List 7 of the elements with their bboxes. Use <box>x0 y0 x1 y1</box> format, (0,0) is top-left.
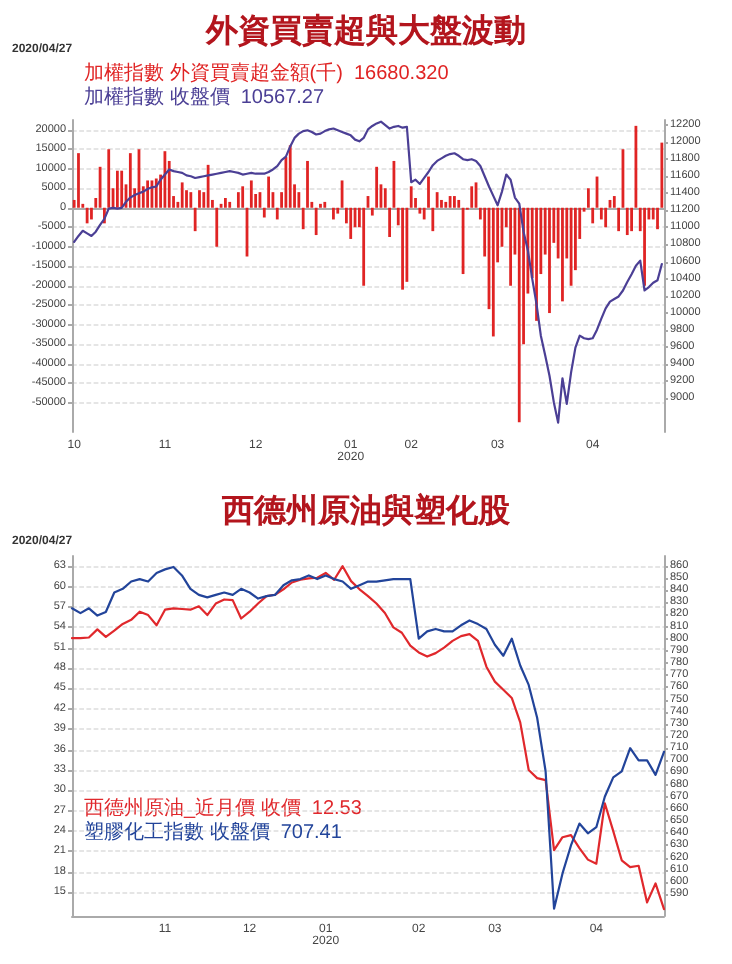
text: 西德州原油_近月價 收價 12.53 <box>84 796 363 821</box>
text: 塑膠化工指數 收盤價 707.41 <box>84 820 343 845</box>
chart-title: 西德州原油與塑化股 <box>220 491 512 529</box>
line-series <box>73 120 663 424</box>
chart-title: 外資買賣超與大盤波動 <box>204 11 526 49</box>
text: 加權指數 外資買賣超金額(千) 16680.320 <box>84 61 450 85</box>
series-label: 加權指數 收盤價 10567.27 <box>84 85 325 109</box>
